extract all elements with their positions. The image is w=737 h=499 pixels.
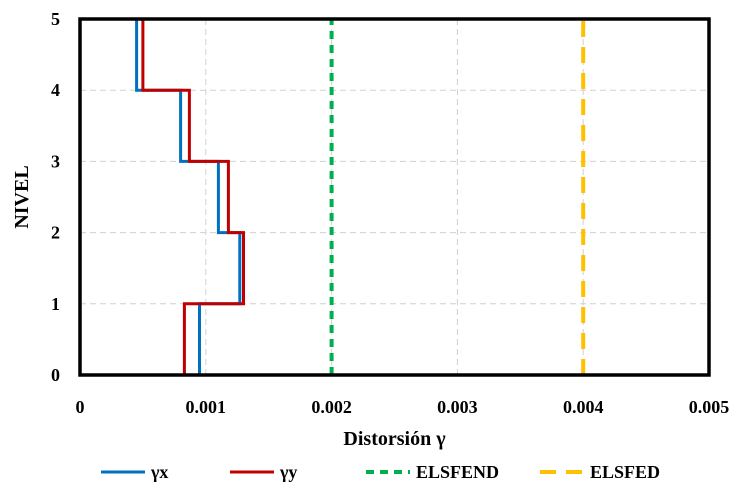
legend-label: γy xyxy=(279,462,297,482)
tick-labels: 0 0.001 0.002 0.003 0.004 0.005 0 1 2 3 4 5 xyxy=(51,9,729,417)
y-tick-label: 4 xyxy=(51,80,60,100)
legend-label: ELSFED xyxy=(590,462,660,482)
x-tick-label: 0.003 xyxy=(437,397,478,417)
y-tick-label: 0 xyxy=(51,365,60,385)
series-layer xyxy=(80,17,586,375)
x-tick-label: 0.002 xyxy=(311,397,352,417)
legend-label: ELSFEND xyxy=(416,462,499,482)
y-tick-label: 2 xyxy=(51,223,60,243)
x-axis-title: Distorsión γ xyxy=(343,428,446,450)
x-tick-label: 0.001 xyxy=(186,397,227,417)
legend-label: γx xyxy=(150,462,168,482)
x-tick-label: 0.005 xyxy=(689,397,730,417)
y-tick-label: 1 xyxy=(51,294,60,314)
y-axis-title: NIVEL xyxy=(11,165,33,228)
y-tick-label: 5 xyxy=(51,9,60,29)
legend: γx γy ELSFEND ELSFED xyxy=(101,462,660,482)
y-tick-label: 3 xyxy=(51,151,60,171)
series-line xyxy=(80,17,245,375)
plot-frame xyxy=(78,17,711,377)
x-tick-label: 0 xyxy=(76,397,85,417)
x-tick-label: 0.004 xyxy=(563,397,604,417)
